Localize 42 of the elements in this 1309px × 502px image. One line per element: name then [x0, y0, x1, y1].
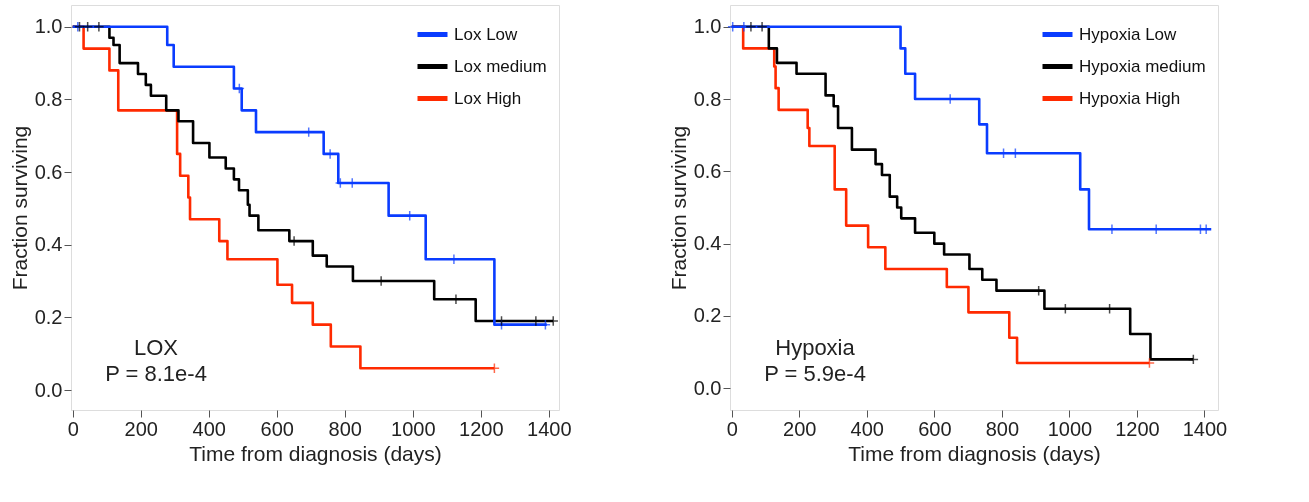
- x-tick-label: 600: [918, 417, 952, 440]
- x-tick-label: 1200: [1115, 417, 1160, 440]
- x-tick-label: 800: [985, 417, 1020, 440]
- annotation: P = 8.1e-4: [105, 361, 207, 386]
- x-axis-title: Time from diagnosis (days): [189, 441, 442, 465]
- y-tick-label: 0.0: [693, 376, 722, 399]
- x-tick-label: 0: [67, 417, 79, 440]
- y-tick-label: 1.0: [34, 15, 63, 38]
- y-tick-label: 0.2: [693, 304, 722, 327]
- x-tick-label: 0: [726, 417, 738, 440]
- x-tick-label: 1000: [391, 417, 436, 440]
- x-tick-label: 400: [192, 417, 226, 440]
- x-tick-label: 200: [124, 417, 158, 440]
- y-tick-label: 0.2: [34, 305, 63, 328]
- annotation: Hypoxia: [775, 335, 856, 360]
- legend-label: Hypoxia High: [1079, 88, 1181, 108]
- x-tick-label: 800: [328, 417, 362, 440]
- y-tick-label: 0.4: [34, 233, 63, 256]
- y-tick-label: 0.8: [693, 87, 722, 110]
- x-tick-label: 1000: [1047, 417, 1093, 440]
- legend-label: Hypoxia medium: [1079, 56, 1206, 76]
- x-tick-label: 1200: [459, 417, 504, 440]
- legend-label: Lox medium: [454, 56, 547, 76]
- x-tick-label: 200: [783, 417, 817, 440]
- y-axis-title: Fraction surviving: [7, 125, 31, 291]
- x-tick-label: 1400: [527, 417, 572, 440]
- y-tick-label: 0.0: [34, 378, 63, 401]
- legend-label: Lox High: [454, 88, 522, 108]
- annotation: LOX: [133, 335, 179, 360]
- y-tick-label: 0.6: [693, 159, 722, 182]
- x-axis-title: Time from diagnosis (days): [848, 441, 1101, 465]
- y-tick-label: 0.4: [693, 232, 722, 255]
- annotation: P = 5.9e-4: [764, 361, 866, 386]
- y-axis-title: Fraction surviving: [666, 125, 690, 291]
- x-tick-label: 1400: [1182, 417, 1228, 440]
- x-tick-label: 400: [850, 417, 884, 440]
- legend-label: Lox Low: [454, 24, 519, 44]
- y-tick-label: 1.0: [693, 15, 722, 38]
- legend-label: Hypoxia Low: [1079, 24, 1178, 44]
- x-tick-label: 600: [260, 417, 294, 440]
- y-tick-label: 0.6: [34, 160, 63, 183]
- y-tick-label: 0.8: [34, 87, 63, 110]
